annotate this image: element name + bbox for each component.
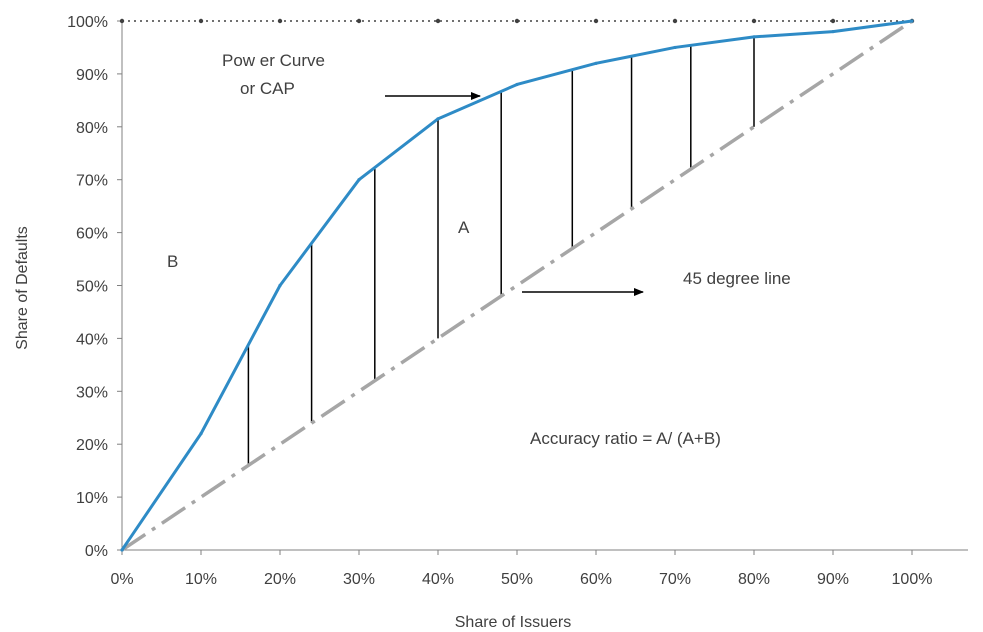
reference-line-point (198, 18, 204, 24)
x-tick-label: 0% (110, 571, 133, 588)
cap-curve-point (120, 548, 124, 552)
cap-curve-point (752, 35, 756, 39)
x-tick-label: 40% (422, 571, 454, 588)
accuracy-ratio-text: Accuracy ratio = A/ (A+B) (530, 429, 721, 448)
region-a-label: A (458, 218, 470, 237)
x-tick-label: 90% (817, 571, 849, 588)
reference-line-point (830, 18, 836, 24)
y-tick-label: 0% (85, 543, 108, 560)
power-curve-label-line1: Pow er Curve (222, 51, 325, 70)
x-tick-label: 20% (264, 571, 296, 588)
y-tick-label: 20% (76, 437, 108, 454)
x-tick-label: 30% (343, 571, 375, 588)
reference-line-point (119, 18, 125, 24)
y-tick-label: 100% (67, 14, 108, 31)
reference-line-point (356, 18, 362, 24)
y-tick-label: 30% (76, 384, 108, 401)
reference-line-point (672, 18, 678, 24)
x-tick-label: 10% (185, 571, 217, 588)
diagonal-45-degree-line (121, 19, 913, 552)
cap-curve-point (278, 283, 282, 288)
cap-power-curve-line (120, 19, 913, 551)
power-curve-label-line2: or CAP (240, 79, 295, 98)
cap-curve-point (436, 117, 440, 121)
y-tick-label: 90% (76, 67, 108, 84)
y-tick-label: 50% (76, 279, 108, 296)
cap-curve-point (515, 82, 519, 87)
x-tick-label: 70% (659, 571, 691, 588)
y-tick-label: 80% (76, 120, 108, 137)
reference-line-point (435, 18, 441, 24)
cap-curve-point (199, 432, 203, 436)
reference-line-point (751, 18, 757, 24)
diagonal-line-label: 45 degree line (683, 269, 791, 288)
reference-line-point (277, 18, 283, 24)
series-layer (119, 18, 915, 552)
y-tick-label: 60% (76, 226, 108, 243)
area-a-hatch-lines (247, 36, 755, 466)
y-tick-label: 10% (76, 490, 108, 507)
cap-curve-point (910, 19, 914, 23)
x-tick-label: 50% (501, 571, 533, 588)
region-b-label: B (167, 252, 178, 271)
x-axis-ticks: 0% 10% 20% 30% 40% 50% 60% 70% 80% 90% 100% (110, 550, 932, 588)
cap-curve-point (594, 61, 598, 65)
axes (121, 21, 968, 551)
y-axis-label: Share of Defaults (14, 226, 31, 350)
reference-line-point (593, 18, 599, 24)
cap-curve-point (831, 29, 835, 34)
y-tick-label: 40% (76, 331, 108, 348)
x-tick-label: 80% (738, 571, 770, 588)
cap-curve-point (673, 45, 677, 50)
cap-curve-point (357, 178, 361, 182)
y-axis-ticks: 0% 10% 20% 30% 40% 50% 60% 70% 80% 90% 100% (67, 14, 122, 560)
reference-line-point (514, 18, 520, 24)
x-tick-label: 100% (892, 571, 933, 588)
x-axis-label: Share of Issuers (455, 614, 572, 631)
x-tick-label: 60% (580, 571, 612, 588)
y-tick-label: 70% (76, 173, 108, 190)
